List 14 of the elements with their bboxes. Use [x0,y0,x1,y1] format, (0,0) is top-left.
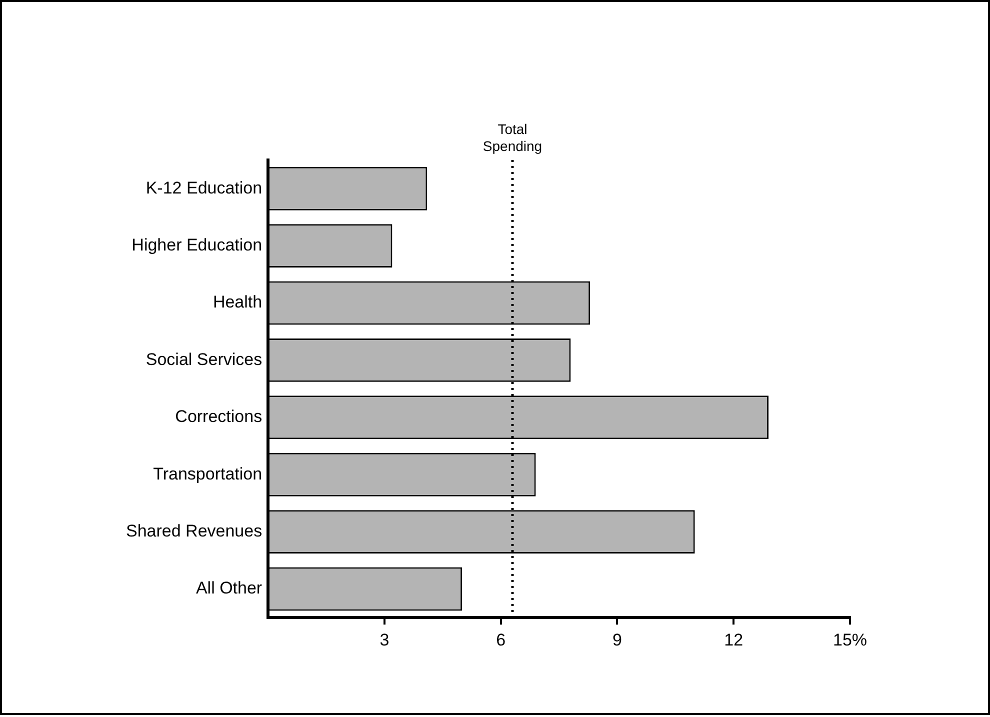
y-tick-label: Health [212,292,262,312]
y-tick-label: Transportation [153,464,262,484]
x-tick-label: 6 [496,630,506,650]
y-tick-label: K-12 Education [146,178,262,198]
y-tick-label: Social Services [146,350,262,369]
x-tick-label: 9 [612,630,622,650]
y-tick-label: All Other [196,578,262,598]
x-tick-label: 12 [724,630,744,650]
y-tick-label: Corrections [175,407,262,426]
y-tick-label: Shared Revenues [126,521,262,540]
ref-line-label: Total Spending [482,120,542,154]
x-tick-label: 3 [380,630,390,650]
y-tick-label: Higher Education [132,235,262,254]
x-tick-label: 15% [832,630,868,650]
